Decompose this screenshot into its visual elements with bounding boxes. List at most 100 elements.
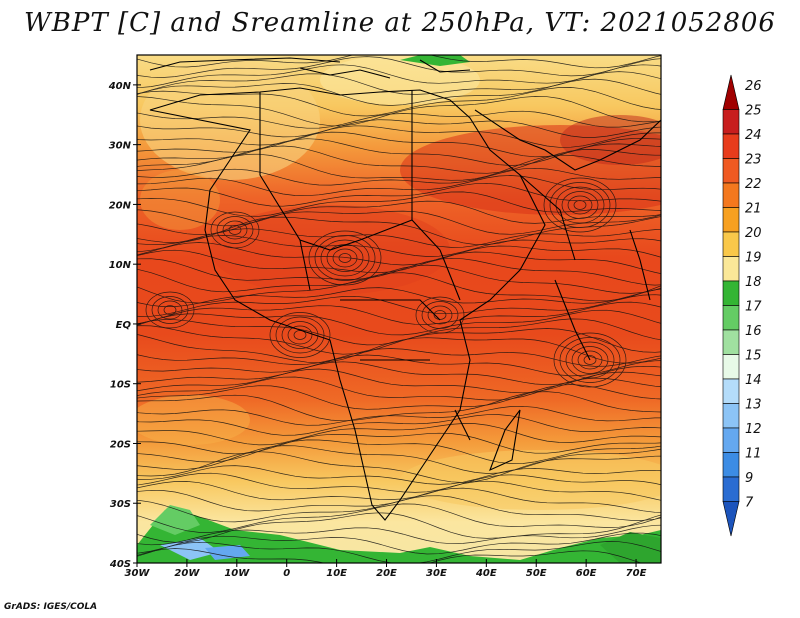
streamline: [137, 532, 661, 555]
colorbar-swatch: [722, 501, 740, 537]
colorbar-label: 11: [745, 447, 762, 462]
colorbar-label: 18: [745, 275, 762, 290]
streamline-eddy: [308, 230, 382, 286]
streamline: [137, 56, 661, 78]
streamline-eddy: [415, 296, 465, 334]
axis-ticks: [133, 84, 637, 567]
colorbar-label: 17: [745, 300, 762, 315]
colorbar-label: 26: [745, 79, 762, 94]
streamline-eddy: [573, 200, 587, 210]
streamline-eddy: [559, 337, 621, 383]
streamline: [137, 125, 661, 148]
streamline-eddy: [281, 321, 319, 349]
colorbar-swatch: [722, 207, 740, 233]
streamline-eddy: [553, 332, 627, 388]
streamline: [137, 257, 661, 286]
streamline: [137, 405, 661, 426]
colorbar-swatch: [722, 256, 740, 282]
streamline: [137, 480, 661, 501]
streamline: [137, 445, 661, 474]
colorbar-label: 15: [745, 349, 762, 364]
streamline-eddy: [421, 301, 459, 329]
streamline-eddy: [210, 211, 260, 249]
streamline: [137, 423, 661, 446]
colorbar-label: 16: [745, 324, 762, 339]
colorbar-swatch: [722, 182, 740, 208]
lon-tick-label: 10W: [224, 568, 250, 579]
streamline: [137, 325, 661, 355]
lat-tick-label: 30N: [109, 141, 132, 152]
colorbar-label: 24: [745, 128, 762, 143]
streamline: [137, 242, 661, 266]
streamline: [137, 191, 661, 217]
colorbar-swatch: [722, 427, 740, 453]
colorbar-swatch: [722, 329, 740, 355]
streamline-eddy: [583, 355, 597, 365]
streamline: [137, 548, 643, 563]
lon-tick-label: 0: [283, 568, 290, 579]
streamline-eddy: [543, 177, 617, 233]
lat-tick-label: EQ: [116, 320, 132, 331]
colorbar-label: 14: [745, 373, 762, 388]
streamline-eddy: [555, 186, 605, 224]
lat-tick-label: 30S: [110, 499, 131, 510]
streamline: [137, 96, 661, 127]
streamline-eddy: [163, 305, 177, 315]
streamline: [137, 465, 661, 485]
colorbar-swatch: [722, 305, 740, 331]
colorbar-swatch: [722, 452, 740, 478]
coastlines: [149, 57, 661, 521]
colorbar-swatch: [722, 403, 740, 429]
colorbar-label: 20: [745, 226, 762, 241]
colorbar-label: 23: [745, 153, 762, 168]
streamline: [137, 384, 661, 410]
streamline: [137, 71, 661, 95]
colorbar-swatch: [722, 280, 740, 306]
streamline: [137, 524, 661, 546]
lon-tick-label: 30E: [426, 568, 447, 579]
streamline-eddy: [269, 312, 331, 358]
streamline-eddy: [565, 341, 615, 379]
map-title: WBPT [C] and Sreamline at 250hPa, VT: 20…: [24, 8, 776, 38]
lat-tick-label: 40S: [109, 559, 131, 570]
lon-tick-label: 50E: [526, 568, 547, 579]
streamline: [137, 287, 661, 307]
colorbar-label: 7: [745, 496, 754, 511]
lon-tick-label: 20E: [376, 568, 397, 579]
streamline-eddy: [222, 220, 248, 240]
streamline: [137, 78, 661, 106]
streamline: [137, 294, 661, 317]
colorbar: 26 25 24 23 22 21 20 19 18 17 16 15 14 13 12 11 9 7: [722, 74, 762, 537]
streamline-eddy: [228, 225, 242, 235]
streamline: [137, 119, 661, 138]
streamline: [137, 264, 661, 294]
grads-credit: GrADS: IGES/COLA: [4, 602, 98, 612]
lat-tick-label: 40N: [108, 81, 132, 92]
lon-tick-label: 20W: [174, 568, 200, 579]
streamline: [137, 138, 661, 166]
colorbar-label: 12: [745, 422, 762, 437]
streamline-eddy: [567, 195, 593, 215]
lat-tick-label: 20S: [110, 439, 131, 450]
streamline: [137, 167, 661, 186]
streamline: [137, 414, 661, 436]
streamline: [137, 309, 661, 336]
streamline-eddy: [145, 291, 195, 329]
colorbar-swatch: [722, 476, 740, 502]
latitude-labels: 40N 30N 20N 10N EQ 10S 20S 30S 40S: [108, 81, 132, 570]
lat-tick-label: 10N: [109, 260, 132, 271]
streamline-eddy: [332, 248, 358, 268]
streamline: [137, 541, 661, 563]
colorbar-swatch: [722, 354, 740, 380]
streamline-eddy: [561, 191, 599, 219]
streamline: [137, 512, 661, 543]
colorbar-swatch: [722, 109, 740, 135]
streamline: [137, 272, 661, 304]
colorbar-label: 19: [745, 251, 762, 266]
streamline: [137, 318, 661, 346]
streamline: [137, 391, 661, 422]
streamline: [137, 153, 661, 181]
colorbar-swatch: [722, 74, 740, 110]
lat-tick-label: 20N: [109, 200, 132, 211]
